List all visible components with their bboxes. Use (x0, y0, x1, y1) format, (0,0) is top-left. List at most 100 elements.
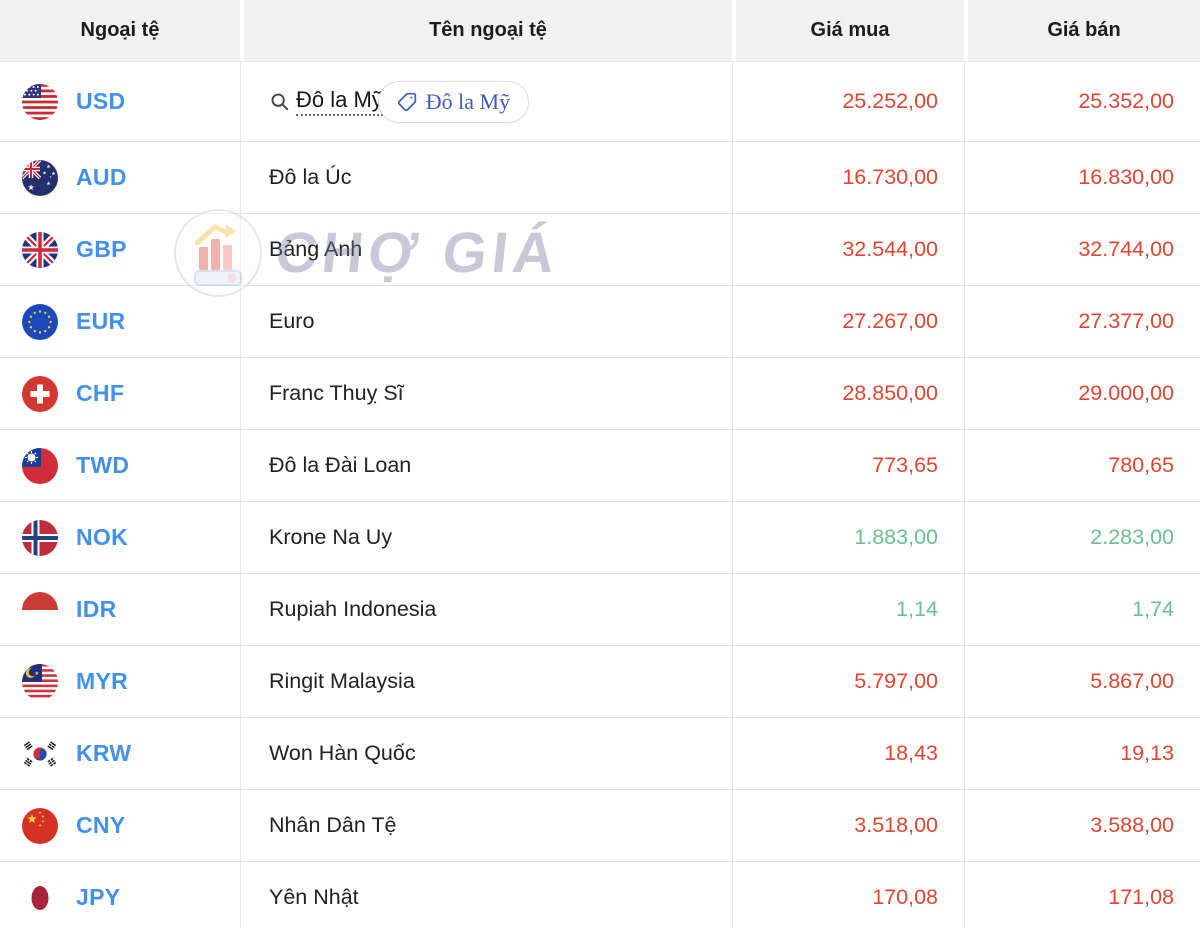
sell-price: 5.867,00 (1090, 669, 1174, 693)
buy-price: 18,43 (884, 741, 938, 765)
currency-name-cell: Đô la Úc Đô la Úc (240, 142, 732, 213)
table-row: GBP Bảng Anh Bảng Anh (0, 214, 1200, 286)
sell-price-cell: 29.000,00 (964, 358, 1200, 429)
chf-flag-icon (22, 376, 58, 412)
currency-name-cell: Rupiah Indonesia Rupiah Indonesia (240, 574, 732, 645)
currency-code: NOK (76, 524, 129, 550)
currency-code: JPY (76, 884, 121, 910)
aud-flag-icon (22, 160, 58, 196)
search-icon (271, 93, 289, 110)
currency-name: Bảng Anh (269, 237, 363, 261)
buy-price-cell: 28.850,00 (732, 358, 964, 429)
currency-cell: AUD (0, 142, 240, 213)
buy-price-cell: 27.267,00 (732, 286, 964, 357)
buy-price-cell: 170,08 (732, 862, 964, 928)
buy-price: 170,08 (872, 885, 938, 909)
idr-flag-icon (22, 592, 58, 628)
currency-code: AUD (76, 164, 127, 190)
sell-price-cell: 171,08 (964, 862, 1200, 928)
buy-price: 1,14 (896, 597, 938, 621)
buy-price-cell: 1,14 (732, 574, 964, 645)
tag-label: Đô la Mỹ (425, 88, 511, 114)
sell-price-cell: 16.830,00 (964, 142, 1200, 213)
sell-price: 16.830,00 (1078, 165, 1174, 189)
sell-price: 780,65 (1108, 453, 1174, 477)
currency-name: Krone Na Uy (269, 525, 393, 549)
buy-price: 3.518,00 (854, 813, 938, 837)
currency-code: CNY (76, 812, 126, 838)
currency-name: Nhân Dân Tệ (269, 813, 397, 837)
header-sell-price: Giá bán (964, 0, 1200, 61)
table-row: EUR Euro Euro (0, 286, 1200, 358)
currency-tag-pill[interactable]: Đô la Mỹ (377, 80, 530, 123)
currency-cell: KRW (0, 718, 240, 789)
sell-price: 25.352,00 (1078, 89, 1174, 113)
currency-name-cell: Franc Thuỵ Sĩ Franc Thuỵ Sĩ (240, 358, 732, 429)
table-row: AUD Đô la Úc Đô la Úc (0, 142, 1200, 214)
currency-name: Euro (269, 309, 315, 333)
twd-flag-icon (22, 448, 58, 484)
buy-price: 28.850,00 (842, 381, 938, 405)
currency-name-cell: Nhân Dân Tệ Nhân Dân Tệ (240, 790, 732, 861)
header-buy-price: Giá mua (732, 0, 964, 61)
sell-price-cell: 5.867,00 (964, 646, 1200, 717)
table-row: MYR Ringit Malaysia Ringit Malaysia (0, 646, 1200, 718)
buy-price-cell: 16.730,00 (732, 142, 964, 213)
currency-name-cell: Euro Euro (240, 286, 732, 357)
sell-price-cell: 25.352,00 (964, 62, 1200, 141)
currency-name-cell: Đô la Đài Loan Đô la Đài Loan (240, 430, 732, 501)
table-row: CHF Franc Thuỵ Sĩ Franc Thuỵ Sĩ (0, 358, 1200, 430)
sell-price: 1,74 (1132, 597, 1174, 621)
tag-icon (397, 92, 416, 111)
sell-price-cell: 3.588,00 (964, 790, 1200, 861)
currency-name-cell: Bảng Anh Bảng Anh (240, 214, 732, 285)
buy-price: 32.544,00 (842, 237, 938, 261)
currency-name: Rupiah Indonesia (269, 597, 437, 621)
currency-name-cell: Krone Na Uy Krone Na Uy (240, 502, 732, 573)
buy-price: 1.883,00 (854, 525, 938, 549)
gbp-flag-icon (22, 232, 58, 268)
buy-price-cell: 25.252,00 (732, 62, 964, 141)
sell-price-cell: 2.283,00 (964, 502, 1200, 573)
buy-price-cell: 18,43 (732, 718, 964, 789)
table-header: Ngoại tệ Tên ngoại tệ Giá mua Giá bán (0, 0, 1200, 62)
sell-price: 3.588,00 (1090, 813, 1174, 837)
currency-name: Yên Nhật (269, 885, 359, 909)
currency-code: KRW (76, 740, 132, 766)
sell-price-cell: 19,13 (964, 718, 1200, 789)
currency-name: Won Hàn Quốc (269, 741, 416, 765)
buy-price: 773,65 (872, 453, 938, 477)
sell-price: 19,13 (1120, 741, 1174, 765)
currency-name-search-link[interactable]: Đô la Mỹ (296, 87, 383, 116)
myr-flag-icon (22, 664, 58, 700)
currency-name-cell: Ringit Malaysia Ringit Malaysia (240, 646, 732, 717)
currency-name-cell: Đô la Mỹ Đô la Mỹ Đô la Mỹ (240, 62, 732, 141)
buy-price-cell: 1.883,00 (732, 502, 964, 573)
currency-name: Đô la Úc (269, 165, 352, 189)
sell-price: 32.744,00 (1078, 237, 1174, 261)
sell-price: 2.283,00 (1090, 525, 1174, 549)
buy-price: 5.797,00 (854, 669, 938, 693)
currency-cell: CNY (0, 790, 240, 861)
currency-code: TWD (76, 452, 130, 478)
jpy-flag-icon (22, 880, 58, 916)
buy-price-cell: 3.518,00 (732, 790, 964, 861)
header-currency-name: Tên ngoại tệ (240, 0, 732, 61)
buy-price: 25.252,00 (842, 89, 938, 113)
buy-price-cell: 32.544,00 (732, 214, 964, 285)
currency-code: USD (76, 88, 126, 114)
table-row: JPY Yên Nhật Yên Nhật (0, 862, 1200, 928)
sell-price-cell: 27.377,00 (964, 286, 1200, 357)
cny-flag-icon (22, 808, 58, 844)
currency-cell: EUR (0, 286, 240, 357)
sell-price-cell: 780,65 (964, 430, 1200, 501)
currency-cell: TWD (0, 430, 240, 501)
buy-price: 16.730,00 (842, 165, 938, 189)
currency-cell: USD (0, 62, 240, 141)
eur-flag-icon (22, 304, 58, 340)
currency-name: Franc Thuỵ Sĩ (269, 381, 404, 405)
buy-price: 27.267,00 (842, 309, 938, 333)
sell-price: 29.000,00 (1078, 381, 1174, 405)
sell-price: 27.377,00 (1078, 309, 1174, 333)
table-row: KRW Won Hàn Quốc Won Hàn Quốc (0, 718, 1200, 790)
